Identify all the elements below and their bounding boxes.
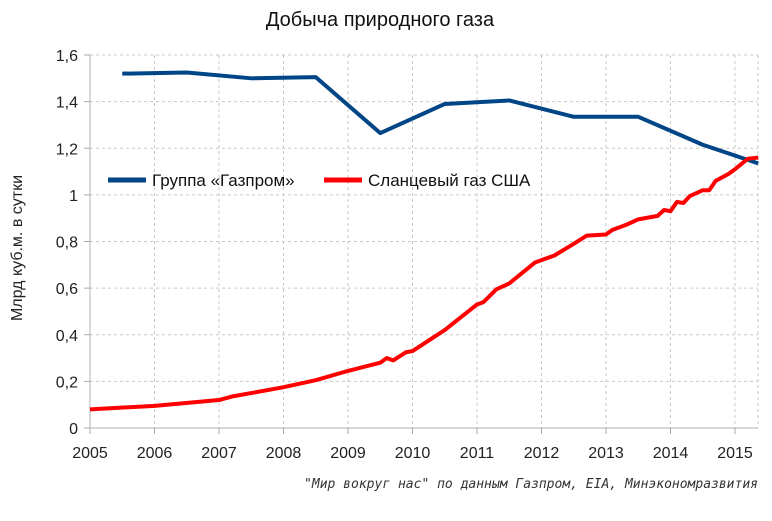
x-tick-label: 2006	[137, 445, 173, 462]
x-tick-label: 2011	[460, 445, 495, 462]
legend-label-gazprom: Группа «Газпром»	[152, 171, 295, 190]
series-line-gazprom	[122, 70, 759, 166]
y-tick-label: 0,8	[56, 235, 78, 252]
source-annotation: "Мир вокруг нас" по данным Газпром, EIA,…	[304, 477, 758, 492]
y-tick-label: 0,4	[56, 328, 78, 345]
grid	[90, 54, 759, 428]
x-tick-label: 2010	[395, 445, 431, 462]
series-line-shale	[89, 155, 759, 412]
x-tick-label: 2013	[588, 445, 624, 462]
x-tick-label: 2012	[524, 445, 560, 462]
x-tick-label: 2014	[653, 445, 689, 462]
legend: Группа «Газпром» Сланцевый газ США	[108, 171, 531, 190]
y-tick-label: 0,6	[56, 281, 78, 298]
y-tick-label: 1,4	[56, 95, 78, 112]
y-tick-label: 1	[69, 188, 78, 205]
x-tick-label: 2005	[72, 445, 108, 462]
axes: 0 0,2 0,4 0,6 0,8 1 1,2 1,4 1,6 2005 2006 2007 2008 2…	[56, 48, 758, 462]
y-tick-label: 1,2	[56, 141, 78, 158]
x-tick-label: 2007	[201, 445, 237, 462]
y-tick-label: 0	[69, 421, 78, 438]
series-group	[89, 70, 759, 412]
y-tick-label: 0,2	[56, 374, 78, 391]
x-tick-label: 2008	[266, 445, 302, 462]
y-axis-label: Млрд куб.м. в сутки	[9, 175, 26, 321]
x-tick-label: 2015	[717, 445, 753, 462]
chart-title: Добыча природного газа	[266, 9, 495, 31]
y-tick-label: 1,6	[56, 48, 78, 65]
legend-label-shale: Сланцевый газ США	[368, 171, 531, 190]
x-tick-label: 2009	[330, 445, 366, 462]
